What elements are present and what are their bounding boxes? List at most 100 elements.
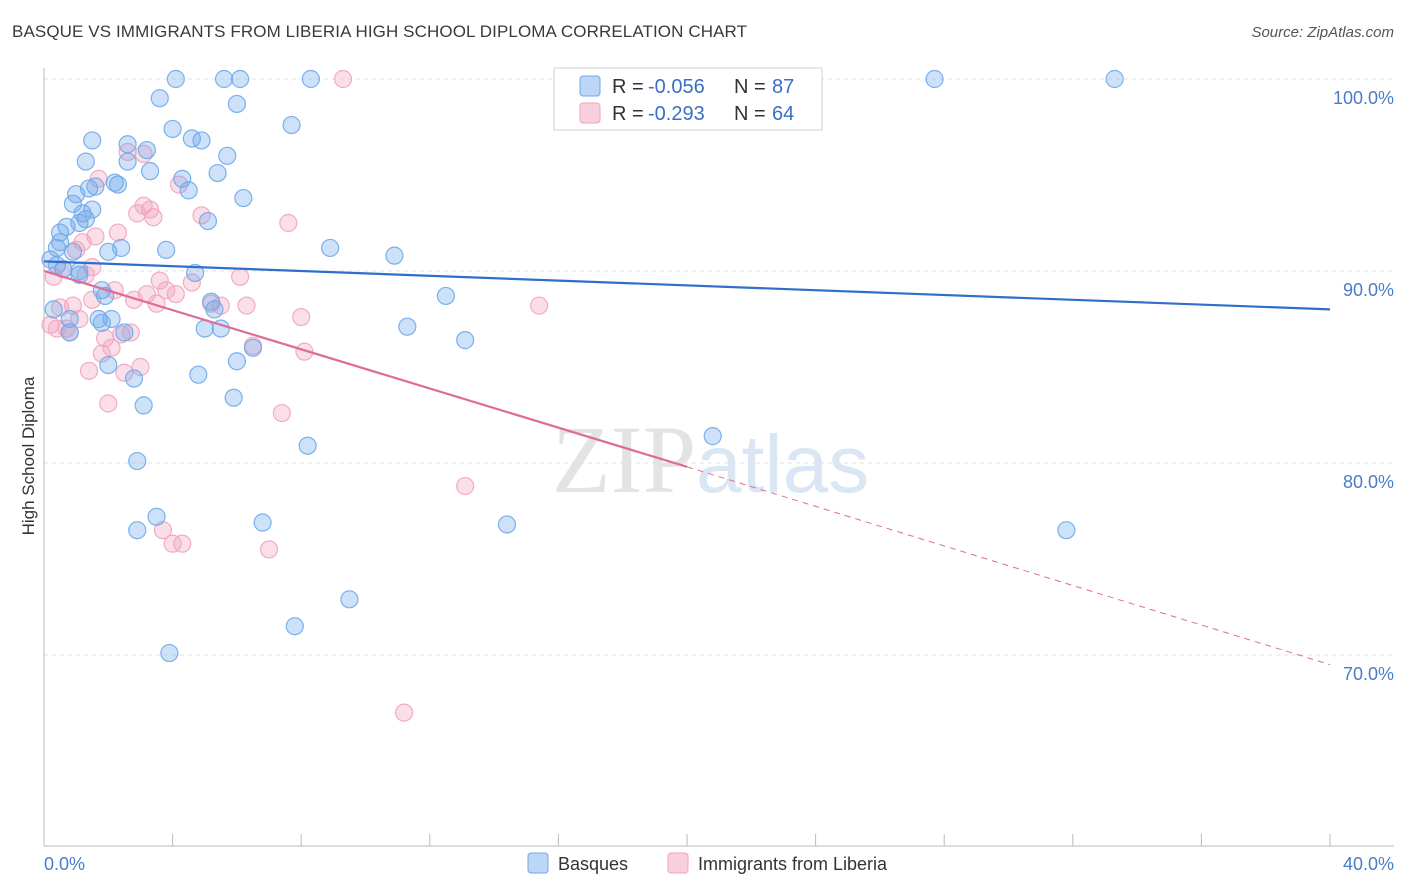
point-basques xyxy=(124,369,144,388)
point-liberia xyxy=(292,307,311,327)
point-basques xyxy=(70,265,89,284)
axes xyxy=(43,68,1394,847)
point-basques xyxy=(112,238,131,258)
point-basques xyxy=(60,309,79,329)
point-basques xyxy=(150,89,169,108)
point-basques xyxy=(234,188,253,208)
bottom-legend-label-basques: Basques xyxy=(558,854,628,874)
point-basques xyxy=(1057,521,1076,540)
point-basques xyxy=(166,69,185,89)
point-liberia xyxy=(92,344,111,363)
point-liberia xyxy=(70,309,89,329)
point-liberia xyxy=(86,227,105,246)
trend-line-basques xyxy=(43,260,1331,311)
point-basques xyxy=(128,451,147,471)
point-basques xyxy=(83,131,102,150)
bottom-legend-label-liberia: Immigrants from Liberia xyxy=(698,854,888,874)
point-liberia xyxy=(231,267,250,286)
point-basques xyxy=(301,69,320,89)
trend-line-liberia-extrapolated xyxy=(686,466,1331,666)
point-basques xyxy=(231,69,250,89)
legend-r-label-liberia: R = xyxy=(612,103,644,125)
point-basques xyxy=(86,177,105,196)
point-basques xyxy=(253,513,272,532)
legend-swatch-basques xyxy=(579,75,601,97)
point-liberia xyxy=(163,534,182,553)
point-basques xyxy=(285,617,304,636)
point-liberia xyxy=(131,357,150,377)
point-liberia xyxy=(99,394,118,413)
point-liberia xyxy=(394,703,414,722)
point-basques xyxy=(227,94,246,114)
point-basques xyxy=(108,175,128,194)
point-liberia xyxy=(121,323,140,342)
point-liberia xyxy=(150,271,169,290)
point-basques xyxy=(63,242,83,261)
legend-n-label-liberia: N = xyxy=(734,103,766,125)
point-liberia xyxy=(237,296,256,315)
watermark-atlas: atlas xyxy=(696,419,869,510)
point-basques xyxy=(198,211,218,231)
point-basques xyxy=(192,131,211,150)
point-liberia xyxy=(157,281,176,300)
point-liberia xyxy=(530,296,549,315)
point-liberia xyxy=(272,403,292,423)
point-liberia xyxy=(333,69,353,89)
point-basques xyxy=(63,194,83,213)
point-liberia xyxy=(295,342,314,361)
legend-swatch-liberia xyxy=(579,102,601,124)
point-liberia xyxy=(102,338,121,357)
point-liberia xyxy=(169,175,189,194)
y-tick-label: 70.0% xyxy=(1343,664,1394,684)
point-basques xyxy=(224,388,243,407)
legend-r-value-basques: -0.056 xyxy=(648,76,705,98)
point-basques xyxy=(137,140,156,160)
x-tick-label-max: 40.0% xyxy=(1343,854,1394,874)
point-basques xyxy=(83,200,102,219)
point-basques xyxy=(298,436,317,455)
point-basques xyxy=(173,169,192,188)
point-basques xyxy=(76,152,95,171)
legend-r-label-basques: R = xyxy=(612,76,644,98)
point-basques xyxy=(79,179,99,198)
point-liberia xyxy=(456,476,475,496)
point-basques xyxy=(147,507,166,526)
point-basques xyxy=(1105,69,1124,89)
point-basques xyxy=(73,204,92,223)
point-liberia xyxy=(279,213,298,233)
legend-n-value-liberia: 64 xyxy=(772,103,794,125)
point-liberia xyxy=(108,223,128,242)
point-basques xyxy=(340,590,359,609)
point-basques xyxy=(118,135,137,154)
point-basques xyxy=(105,173,124,192)
point-basques xyxy=(99,355,118,375)
point-liberia xyxy=(182,273,201,292)
point-basques xyxy=(50,233,70,252)
legend-r-value-liberia: -0.293 xyxy=(648,103,705,125)
point-liberia xyxy=(259,540,279,559)
source-credit: Source: ZipAtlas.com xyxy=(1251,24,1394,41)
point-basques xyxy=(76,210,95,229)
chart-title: BASQUE VS IMMIGRANTS FROM LIBERIA HIGH S… xyxy=(12,22,748,41)
point-basques xyxy=(189,365,208,384)
bottom-legend-swatch-liberia xyxy=(667,852,689,874)
point-basques xyxy=(398,317,417,336)
point-basques xyxy=(227,352,246,371)
point-basques xyxy=(208,163,227,183)
series-liberia-points xyxy=(41,69,549,722)
point-basques xyxy=(179,181,198,200)
point-basques xyxy=(115,323,134,342)
point-basques xyxy=(128,521,147,540)
point-basques xyxy=(160,643,179,663)
point-liberia xyxy=(118,142,137,162)
point-basques xyxy=(186,263,205,283)
point-basques xyxy=(205,300,224,319)
point-basques xyxy=(218,146,237,165)
bottom-legend: Basques Immigrants from Liberia xyxy=(527,852,888,874)
point-basques xyxy=(60,323,79,342)
point-basques xyxy=(163,119,182,139)
point-basques xyxy=(44,300,63,319)
point-basques xyxy=(385,246,404,265)
trend-line-liberia xyxy=(43,269,688,468)
